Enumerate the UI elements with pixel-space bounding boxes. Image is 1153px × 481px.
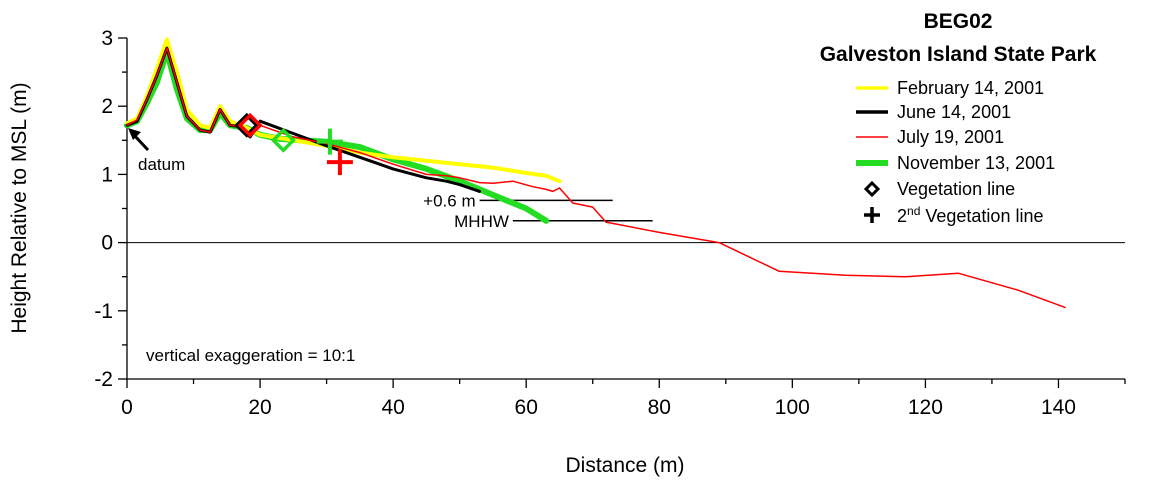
chart-subtitle: Galveston Island State Park [820, 43, 1097, 66]
y-tick-label: 2 [101, 95, 113, 118]
x-tick-label: 0 [121, 396, 133, 419]
x-tick-label: 20 [248, 396, 271, 419]
x-tick-label: 60 [515, 396, 538, 419]
chart-title: BEG02 [924, 10, 993, 33]
series-line [125, 37, 562, 184]
x-tick-label: 80 [648, 396, 671, 419]
y-tick-label: 1 [101, 163, 113, 186]
second-vegetation-line-marker [326, 149, 353, 176]
x-tick-label: 40 [381, 396, 404, 419]
legend-label-part: Vegetation line [920, 206, 1043, 226]
datum-label: datum [138, 155, 185, 174]
legend-label: July 19, 2001 [897, 127, 1004, 147]
axes: 0 20 40 60 80 100 120 140 -2 -1 0 1 2 3 [94, 27, 1126, 419]
legend-label: Vegetation line [897, 179, 1015, 199]
x-tick-label: 140 [1041, 396, 1076, 419]
datum-arrow-head [128, 128, 141, 140]
x-tick-label: 100 [775, 396, 810, 419]
datum-annotation: datum [128, 128, 185, 174]
legend-label: February 14, 2001 [897, 78, 1044, 98]
vegetation-line-marker [270, 127, 296, 153]
x-axis-title: Distance (m) [565, 454, 684, 477]
vegetation-line-marker [234, 112, 260, 138]
vegetation-line-marker [237, 112, 263, 138]
x-tick-label: 120 [908, 396, 943, 419]
y-axis-title: Height Relative to MSL (m) [8, 82, 31, 333]
series-line [126, 47, 1066, 309]
y-tick-label: 0 [101, 232, 113, 255]
reference-line-label: +0.6 m [423, 191, 475, 210]
series-line [124, 48, 550, 224]
legend-diamond-icon [863, 180, 881, 198]
legend-label: June 14, 2001 [897, 102, 1011, 122]
reference-line-label: MHHW [454, 212, 509, 231]
legend-label-superscript: nd [907, 204, 920, 218]
legend-label: November 13, 2001 [897, 153, 1055, 173]
vertical-exaggeration-note: vertical exaggeration = 10:1 [146, 346, 355, 365]
legend: February 14, 2001 June 14, 2001 July 19, 2… [856, 78, 1055, 226]
y-tick-label: -2 [94, 368, 113, 391]
y-ticks: -2 -1 0 1 2 3 [94, 27, 127, 391]
second-vegetation-line-marker [316, 128, 343, 155]
x-ticks: 0 20 40 60 80 100 120 140 [121, 379, 1126, 419]
y-tick-label: 3 [101, 27, 113, 50]
y-tick-label: -1 [94, 300, 113, 323]
marker-layer [234, 112, 353, 176]
legend-label: 2nd Vegetation line [897, 204, 1043, 226]
legend-plus-icon [864, 207, 880, 223]
legend-label-part: 2 [897, 206, 907, 226]
